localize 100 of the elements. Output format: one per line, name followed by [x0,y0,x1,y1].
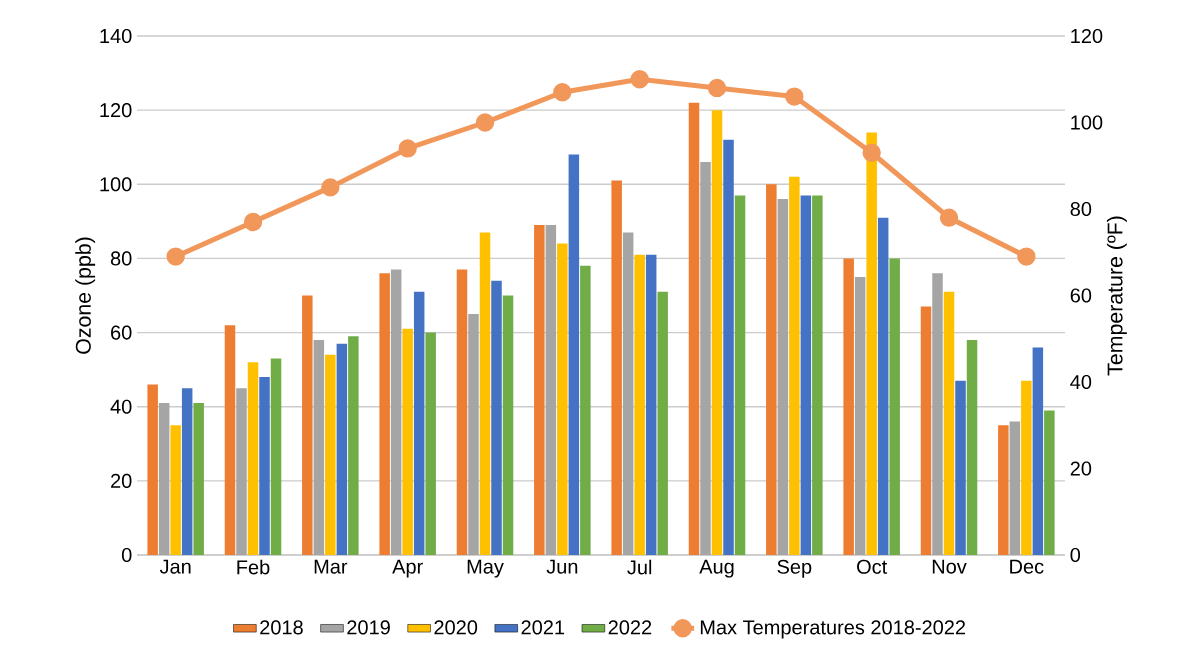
bar [932,273,943,555]
bar [468,314,479,555]
y2-tick-label: 40 [1070,374,1092,390]
bar [920,306,932,555]
y-tick-label: 140 [100,28,132,44]
bar [568,154,580,555]
bar [502,295,514,555]
bar [270,358,282,555]
bar [966,339,978,555]
bar [390,269,402,555]
point [553,83,572,102]
y-tick-label: 40 [110,399,132,414]
x-tick-label: Aug [699,559,734,578]
bar [943,291,955,555]
bar [866,132,877,555]
bar [955,380,966,555]
point [862,143,881,162]
x-tick-label: Mar [314,559,348,574]
bar [645,254,657,555]
bar [147,384,158,555]
bar [800,195,812,555]
bar [877,217,889,555]
bar [479,232,491,555]
y2-tick-label: 80 [1070,201,1092,217]
bar [402,328,413,555]
bar [688,102,700,555]
point [398,139,417,158]
y2-tick-label: 0 [1070,547,1081,563]
bar [534,225,545,555]
bar [711,110,723,555]
x-tick-label: Dec [1010,559,1044,574]
bar [425,332,436,555]
bar [1044,410,1055,555]
bar [259,377,270,555]
bar [236,388,247,555]
legend-label: 2020 [434,620,478,635]
bar [557,243,568,555]
x-tick-label: Oct [857,559,888,574]
bar [812,195,823,555]
bar [789,176,800,555]
bar [181,388,193,555]
y-tick-label: 20 [111,473,132,488]
bar [158,403,170,555]
x-tick-label: Jun [546,559,578,574]
bar [889,258,900,555]
y-tick-label: 120 [100,103,132,118]
bar [336,343,348,555]
bar [1021,380,1032,555]
bar [843,258,854,555]
y-tick-label: 0 [121,547,132,563]
bar [723,139,734,555]
y-axis-title: Ozone (ppb) [75,237,96,354]
legend-label: Max Temperatures 2018-2022 [700,620,966,639]
bar [247,362,259,555]
y-tick-label: 60 [111,325,132,340]
bar [413,291,425,555]
bar [580,265,591,555]
bar [170,425,181,555]
point [166,247,185,266]
y-tick-label: 80 [110,251,132,266]
bar [634,254,645,555]
legend-label: 2019 [347,620,390,635]
bar [734,195,746,555]
bar [1009,421,1021,555]
y2-tick-label: 120 [1071,28,1103,44]
bar [379,273,390,555]
legend-label: 2018 [260,620,303,635]
point [939,208,959,227]
bar [766,184,777,555]
point [475,113,495,132]
x-tick-label: Nov [932,559,967,574]
bar [545,225,557,555]
x-tick-label: Sep [777,559,812,578]
legend-label: 2021 [521,620,565,635]
bar [777,199,789,555]
x-tick-label: Apr [392,559,423,578]
point [785,87,804,106]
bar [193,403,204,555]
point [707,78,727,98]
bar [313,339,325,555]
bar [325,354,336,555]
bar [611,180,622,555]
bar [622,232,634,555]
bar [456,269,468,555]
y2-tick-label: 20 [1070,461,1092,476]
bar [491,280,502,555]
bar [700,162,711,555]
x-tick-label: Jan [159,559,191,574]
bar [348,336,359,555]
x-tick-label: Feb [237,559,270,575]
bar [657,291,668,555]
x-tick-label: Jul [627,559,652,575]
legend-label: 2022 [608,620,652,635]
bar [224,325,236,555]
bar [998,425,1009,555]
point [630,70,649,89]
point [321,178,340,197]
bar [302,295,313,555]
y2-axis-title: Temperature (ºF) [1106,216,1127,376]
bar [854,276,866,555]
